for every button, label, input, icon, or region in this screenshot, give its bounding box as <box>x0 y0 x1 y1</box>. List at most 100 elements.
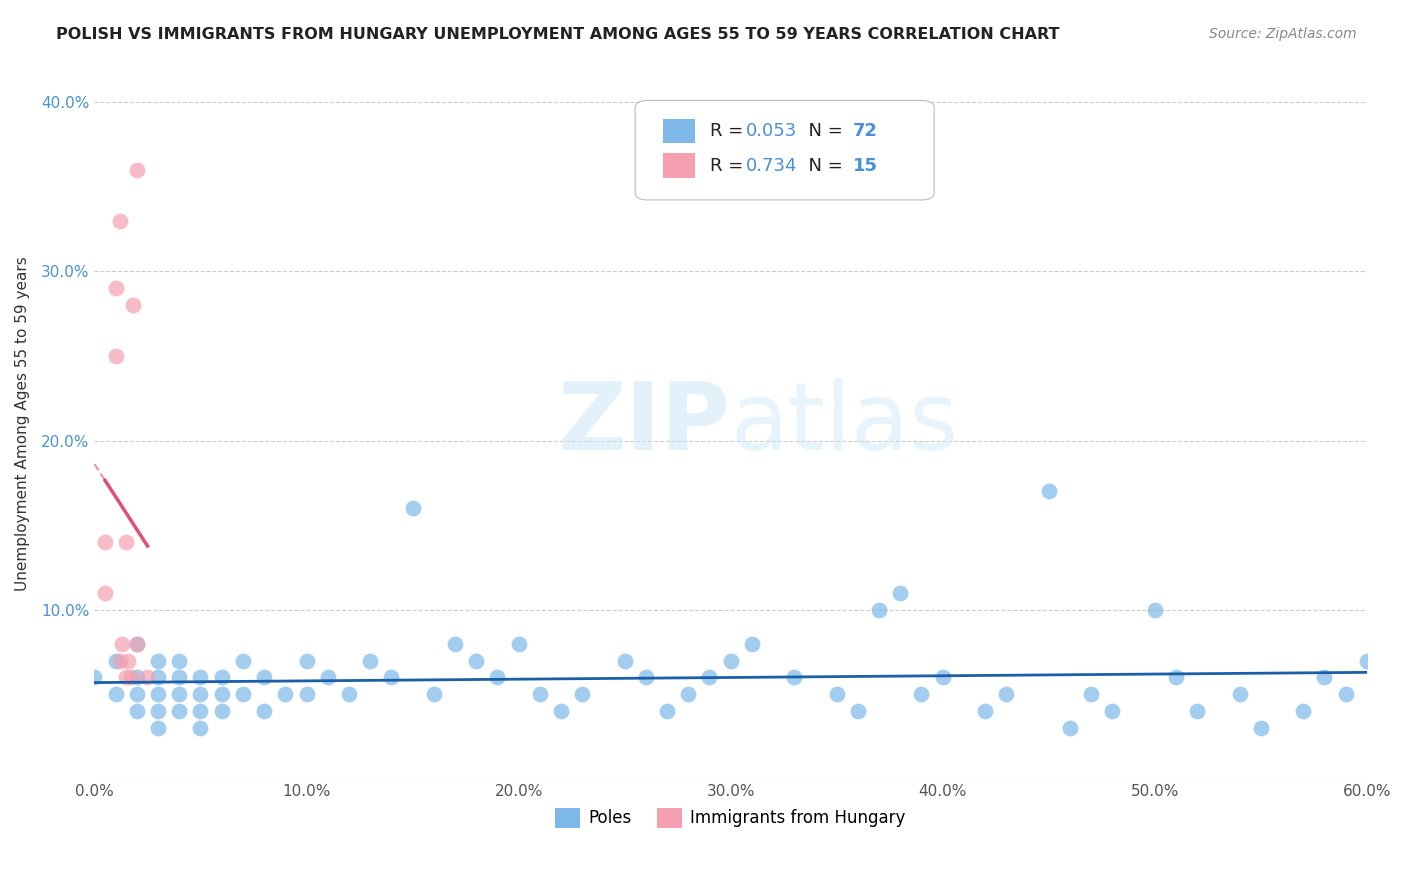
Legend: Poles, Immigrants from Hungary: Poles, Immigrants from Hungary <box>548 801 912 835</box>
Point <box>465 653 488 667</box>
Point <box>253 704 276 718</box>
Point <box>146 704 169 718</box>
Point <box>190 704 212 718</box>
Point <box>125 687 148 701</box>
Point <box>1080 687 1102 701</box>
Point <box>571 687 593 701</box>
Point <box>1229 687 1251 701</box>
Point <box>125 163 148 178</box>
Point <box>910 687 932 701</box>
Point <box>115 670 138 684</box>
Point <box>232 687 254 701</box>
Point <box>120 670 142 684</box>
Point <box>508 637 530 651</box>
Point <box>232 653 254 667</box>
Point <box>889 586 911 600</box>
Point <box>83 670 105 684</box>
Text: ZIP: ZIP <box>558 377 731 470</box>
Point <box>104 687 127 701</box>
Point <box>211 687 233 701</box>
Point <box>125 670 148 684</box>
Point <box>783 670 806 684</box>
Point <box>190 721 212 735</box>
Point <box>444 637 467 651</box>
Point <box>846 704 869 718</box>
Point <box>995 687 1018 701</box>
Point <box>1250 721 1272 735</box>
Point <box>1101 704 1123 718</box>
Point <box>117 653 139 667</box>
Text: R =: R = <box>710 122 749 140</box>
Point <box>211 670 233 684</box>
Point <box>169 653 191 667</box>
Point <box>104 653 127 667</box>
Point <box>169 670 191 684</box>
Y-axis label: Unemployment Among Ages 55 to 59 years: Unemployment Among Ages 55 to 59 years <box>15 256 30 591</box>
Point <box>146 687 169 701</box>
Point <box>1334 687 1357 701</box>
Point <box>1313 670 1336 684</box>
Point <box>146 653 169 667</box>
Point <box>190 670 212 684</box>
Point <box>169 687 191 701</box>
Point <box>94 586 117 600</box>
Point <box>211 704 233 718</box>
FancyBboxPatch shape <box>664 119 695 144</box>
Point <box>699 670 721 684</box>
Point <box>121 298 143 312</box>
Text: 0.053: 0.053 <box>745 122 797 140</box>
Point <box>111 637 134 651</box>
Point <box>115 535 138 549</box>
Point <box>401 501 423 516</box>
Point <box>613 653 636 667</box>
Point <box>108 653 131 667</box>
Point <box>146 721 169 735</box>
Point <box>720 653 742 667</box>
Point <box>825 687 848 701</box>
Text: N =: N = <box>797 122 848 140</box>
Point <box>274 687 297 701</box>
Point <box>316 670 339 684</box>
Point <box>94 535 117 549</box>
Point <box>253 670 276 684</box>
Point <box>550 704 572 718</box>
Point <box>125 637 148 651</box>
Text: atlas: atlas <box>731 377 959 470</box>
Point <box>125 704 148 718</box>
Text: POLISH VS IMMIGRANTS FROM HUNGARY UNEMPLOYMENT AMONG AGES 55 TO 59 YEARS CORRELA: POLISH VS IMMIGRANTS FROM HUNGARY UNEMPL… <box>56 27 1060 42</box>
Point <box>1038 484 1060 499</box>
FancyBboxPatch shape <box>636 101 934 200</box>
Point <box>104 349 127 363</box>
Point <box>1292 704 1315 718</box>
Point <box>931 670 953 684</box>
Point <box>146 670 169 684</box>
Text: 72: 72 <box>853 122 877 140</box>
Point <box>1164 670 1187 684</box>
Point <box>868 603 890 617</box>
Point <box>529 687 551 701</box>
Point <box>422 687 444 701</box>
Point <box>190 687 212 701</box>
Text: 0.734: 0.734 <box>745 157 797 175</box>
Text: R =: R = <box>710 157 749 175</box>
Point <box>104 281 127 295</box>
Point <box>380 670 402 684</box>
Point <box>125 637 148 651</box>
Point <box>1355 653 1378 667</box>
Point <box>108 213 131 227</box>
Point <box>295 653 318 667</box>
Text: N =: N = <box>797 157 848 175</box>
Text: Source: ZipAtlas.com: Source: ZipAtlas.com <box>1209 27 1357 41</box>
Text: 15: 15 <box>853 157 877 175</box>
FancyBboxPatch shape <box>664 153 695 178</box>
Point <box>337 687 360 701</box>
Point <box>1185 704 1208 718</box>
Point <box>655 704 678 718</box>
Point <box>676 687 699 701</box>
Point <box>136 670 159 684</box>
Point <box>741 637 763 651</box>
Point <box>634 670 657 684</box>
Point <box>486 670 509 684</box>
Point <box>359 653 381 667</box>
Point <box>974 704 997 718</box>
